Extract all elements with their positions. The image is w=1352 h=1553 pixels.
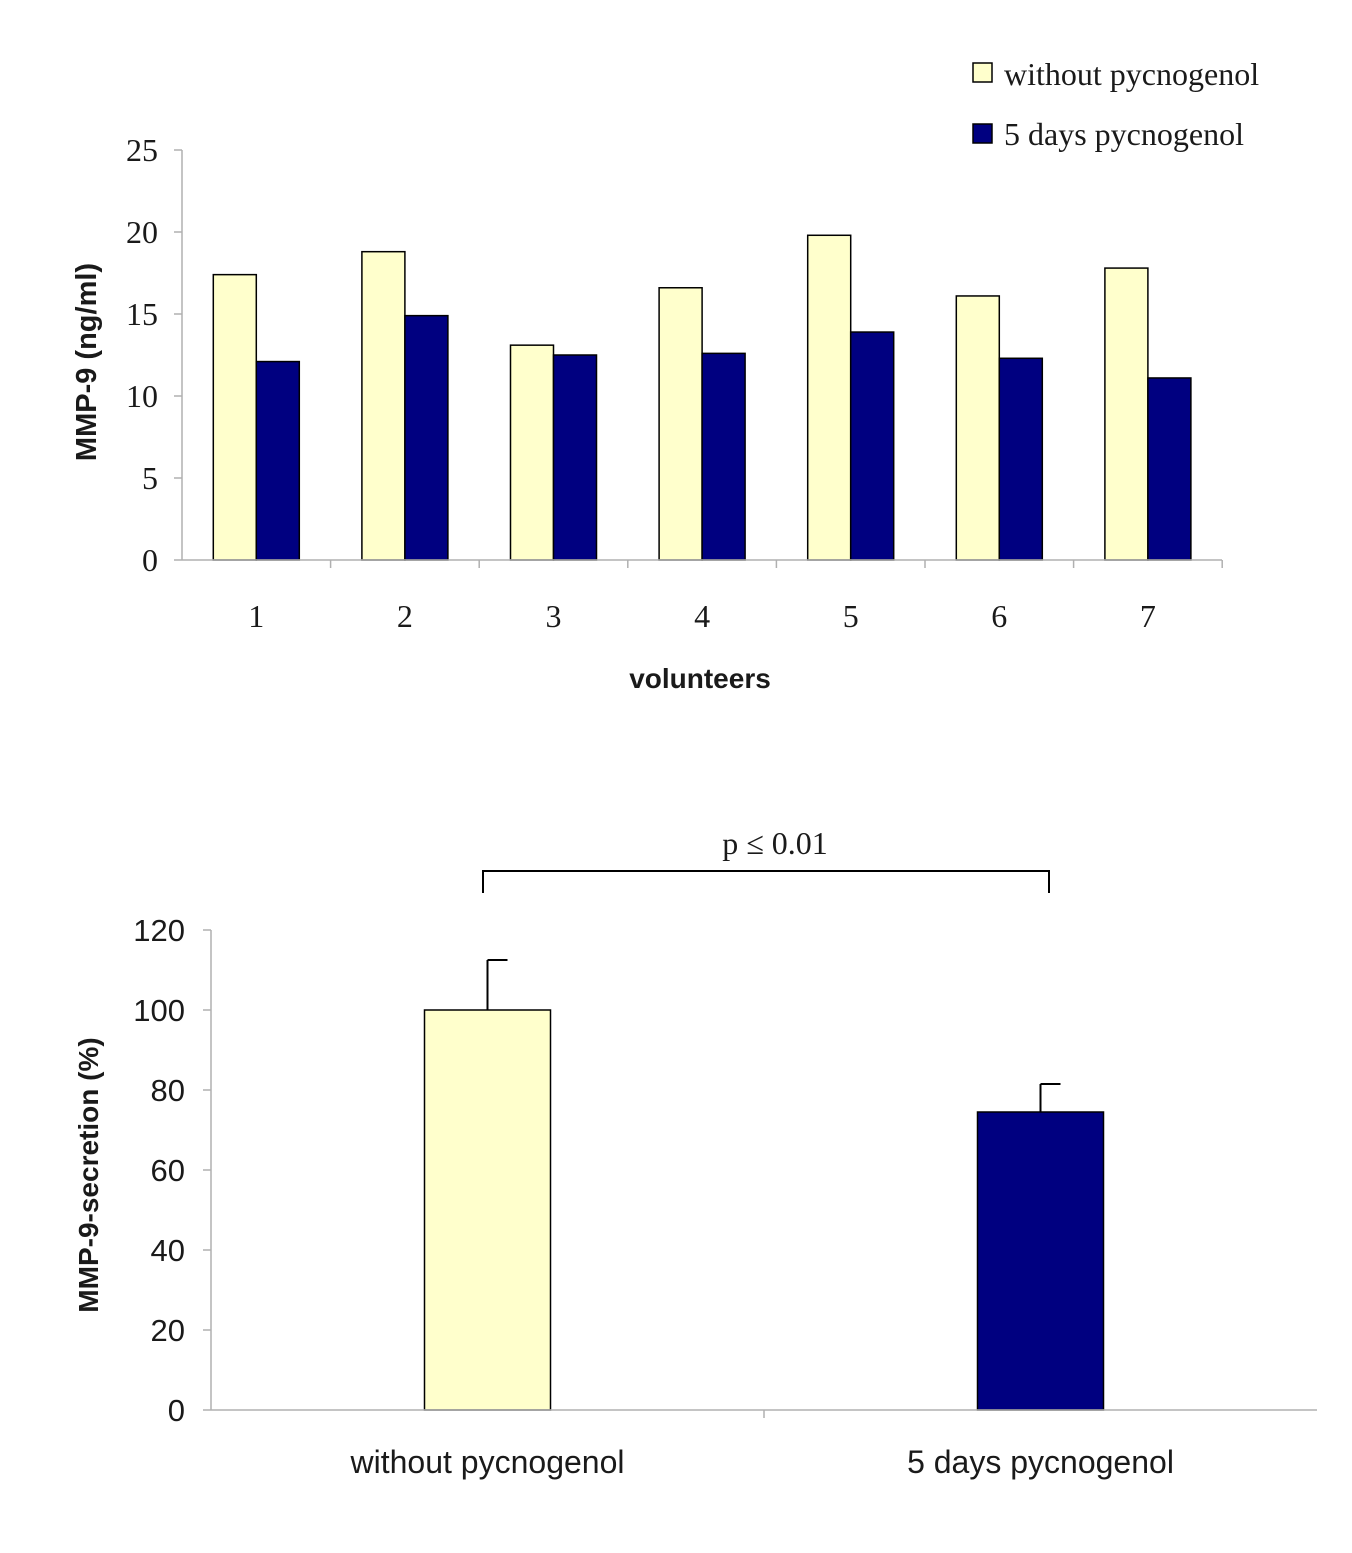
x-tick-label: 7: [1140, 598, 1156, 634]
y-tick-label: 60: [151, 1153, 185, 1188]
bar-without-pycnogenol: [423, 1009, 552, 1411]
significance-annotation: p ≤ 0.01: [722, 825, 828, 861]
y-axis-ticks: 0 20 40 60 80 100 120: [133, 913, 211, 1428]
x-axis-title: volunteers: [629, 663, 771, 694]
y-tick-label: 80: [151, 1073, 185, 1108]
bar-5-days-pycnogenol-volunteer-2: [404, 314, 449, 561]
bars: [423, 1009, 1105, 1411]
bar-5-days-pycnogenol: [976, 1111, 1105, 1411]
significance-bracket: [482, 870, 1050, 893]
legend-swatch-without-pycnogenol: [972, 62, 993, 83]
x-tick-label: without pycnogenol: [350, 1444, 625, 1480]
legend-label-5-days-pycnogenol: 5 days pycnogenol: [1004, 116, 1244, 152]
y-tick-label: 5: [142, 460, 158, 496]
x-tick-label: 1: [248, 598, 264, 634]
bar-without-pycnogenol-volunteer-4: [658, 287, 703, 561]
x-tick-label: 2: [397, 598, 413, 634]
bar-without-pycnogenol-volunteer-5: [806, 234, 852, 561]
y-axis-ticks: 0 5 10 15 20 25: [126, 132, 182, 578]
y-axis-title: MMP-9 (ng/ml): [71, 263, 103, 461]
bar-without-pycnogenol-volunteer-7: [1104, 267, 1149, 561]
x-tick-label: 3: [546, 598, 562, 634]
y-tick-label: 0: [142, 542, 158, 578]
bar-without-pycnogenol-volunteer-2: [361, 250, 406, 561]
bar-5-days-pycnogenol-volunteer-6: [998, 357, 1044, 561]
bar-without-pycnogenol-volunteer-6: [955, 295, 1001, 561]
x-axis-ticks: 1 2 3 4 5 6 7: [248, 560, 1223, 634]
y-tick-label: 100: [133, 993, 185, 1028]
bar-5-days-pycnogenol-volunteer-3: [552, 354, 598, 561]
bars: [212, 234, 1192, 561]
legend-label-without-pycnogenol: without pycnogenol: [1004, 56, 1259, 92]
y-tick-label: 0: [168, 1393, 185, 1428]
bar-without-pycnogenol-volunteer-1: [212, 273, 258, 561]
y-axis-title: MMP-9-secretion (%): [73, 1037, 104, 1312]
y-tick-label: 40: [151, 1233, 185, 1268]
legend-swatch-5-days-pycnogenol: [972, 123, 993, 144]
chart-mmp9-per-volunteer: 0 5 10 15 20 25 1 2 3 4 5 6 7 MMP-9 (ng/ml) volunte…: [71, 56, 1259, 694]
x-tick-label: 6: [991, 598, 1007, 634]
bar-5-days-pycnogenol-volunteer-1: [255, 360, 301, 561]
bar-without-pycnogenol-volunteer-3: [509, 344, 555, 561]
y-tick-label: 20: [151, 1313, 185, 1348]
y-tick-label: 10: [126, 378, 158, 414]
chart-mmp9-secretion-percent: 0 20 40 60 80 100 120 without pycnogenol 5 days…: [73, 825, 1317, 1480]
x-tick-label: 5 days pycnogenol: [907, 1444, 1174, 1480]
x-axis-ticks: without pycnogenol 5 days pycnogenol: [350, 1410, 1174, 1480]
x-tick-label: 4: [694, 598, 710, 634]
bar-5-days-pycnogenol-volunteer-7: [1147, 377, 1192, 561]
bar-5-days-pycnogenol-volunteer-5: [849, 331, 895, 561]
y-tick-label: 25: [126, 132, 158, 168]
y-tick-label: 120: [133, 913, 185, 948]
x-tick-label: 5: [843, 598, 859, 634]
y-tick-label: 20: [126, 214, 158, 250]
error-bars: [486, 959, 1061, 1112]
legend: without pycnogenol 5 days pycnogenol: [972, 56, 1259, 152]
y-tick-label: 15: [126, 296, 158, 332]
bar-5-days-pycnogenol-volunteer-4: [701, 352, 746, 561]
